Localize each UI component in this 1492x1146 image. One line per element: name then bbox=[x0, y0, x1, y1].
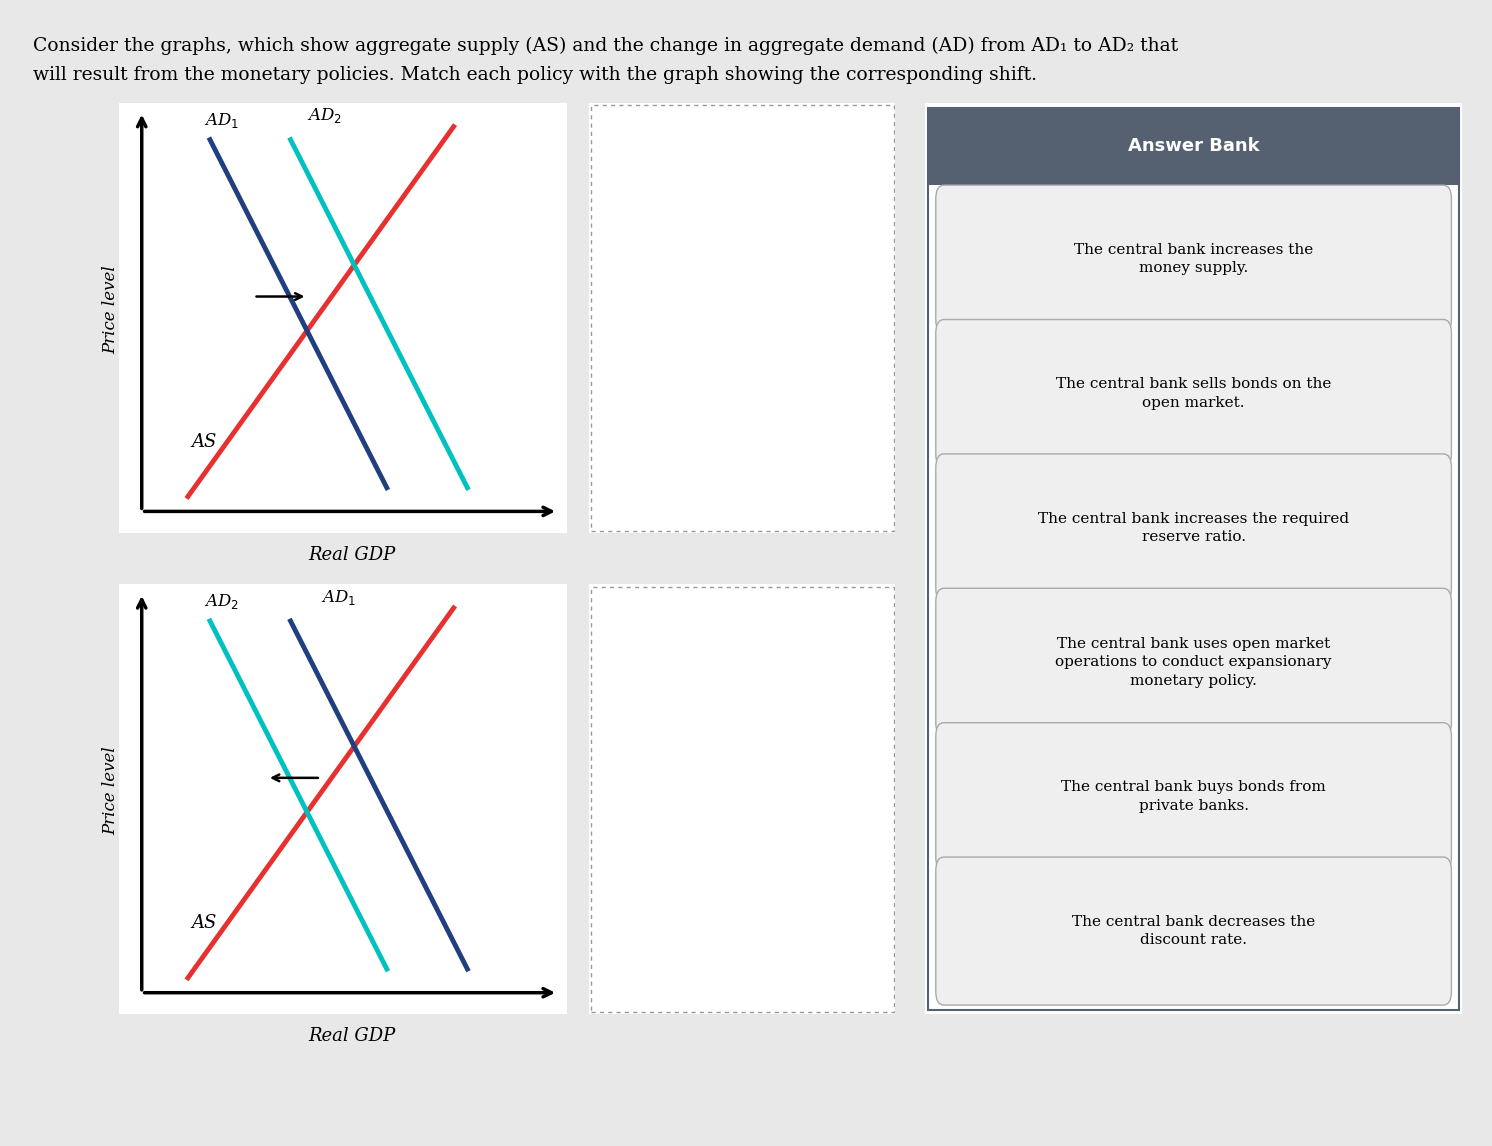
Text: AD$_2$: AD$_2$ bbox=[204, 592, 239, 611]
Text: will result from the monetary policies. Match each policy with the graph showing: will result from the monetary policies. … bbox=[33, 66, 1037, 85]
Text: The central bank increases the
money supply.: The central bank increases the money sup… bbox=[1074, 243, 1313, 275]
FancyBboxPatch shape bbox=[935, 186, 1452, 333]
FancyBboxPatch shape bbox=[935, 857, 1452, 1005]
Text: The central bank uses open market
operations to conduct expansionary
monetary po: The central bank uses open market operat… bbox=[1055, 637, 1332, 688]
Text: AD$_1$: AD$_1$ bbox=[204, 111, 240, 129]
FancyBboxPatch shape bbox=[935, 588, 1452, 737]
Text: Consider the graphs, which show aggregate supply (AS) and the change in aggregat: Consider the graphs, which show aggregat… bbox=[33, 37, 1179, 55]
Text: Answer Bank: Answer Bank bbox=[1128, 138, 1259, 156]
FancyBboxPatch shape bbox=[935, 320, 1452, 468]
Text: Price level: Price level bbox=[101, 265, 119, 354]
Text: The central bank sells bonds on the
open market.: The central bank sells bonds on the open… bbox=[1056, 377, 1331, 410]
Text: Price level: Price level bbox=[101, 746, 119, 835]
Text: The central bank decreases the
discount rate.: The central bank decreases the discount … bbox=[1071, 915, 1316, 948]
Text: AD$_2$: AD$_2$ bbox=[307, 107, 342, 125]
FancyBboxPatch shape bbox=[935, 723, 1452, 871]
Text: AS: AS bbox=[191, 915, 216, 932]
Bar bbox=[928, 108, 1459, 186]
Text: AD$_1$: AD$_1$ bbox=[321, 588, 357, 606]
Text: The central bank buys bonds from
private banks.: The central bank buys bonds from private… bbox=[1061, 780, 1326, 813]
FancyBboxPatch shape bbox=[935, 454, 1452, 602]
Text: Real GDP: Real GDP bbox=[309, 545, 395, 564]
Text: Real GDP: Real GDP bbox=[309, 1027, 395, 1045]
Text: AS: AS bbox=[191, 433, 216, 450]
Text: The central bank increases the required
reserve ratio.: The central bank increases the required … bbox=[1038, 512, 1349, 544]
